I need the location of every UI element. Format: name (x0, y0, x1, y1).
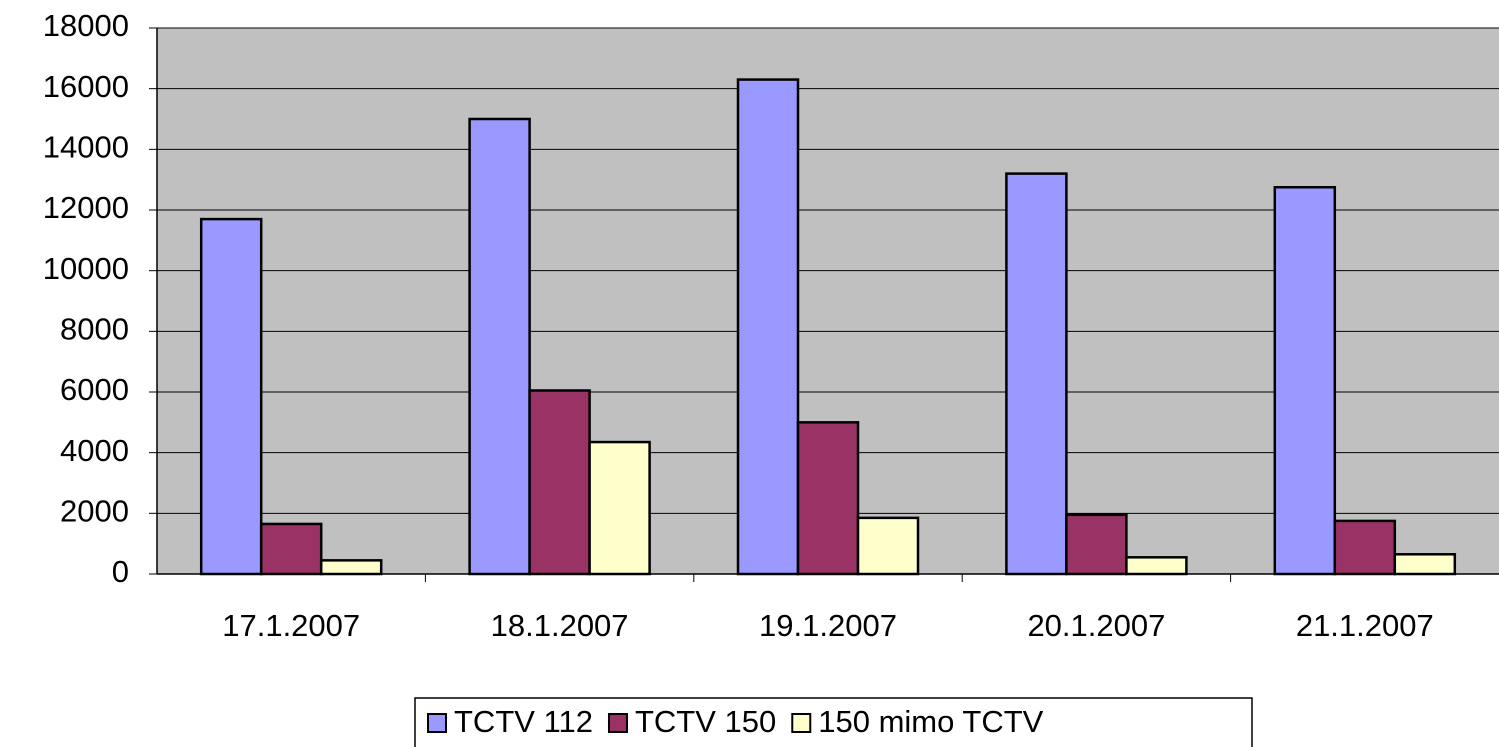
y-tick-label: 8000 (60, 312, 129, 347)
x-tick-label: 17.1.2007 (222, 608, 360, 643)
bar (319, 559, 383, 576)
legend-swatch (607, 713, 628, 733)
legend-label: TCTV 112 (454, 704, 593, 739)
bar (468, 117, 531, 576)
bar (528, 389, 591, 576)
legend-swatch (791, 713, 812, 733)
bar (796, 421, 860, 576)
bar (1273, 186, 1337, 576)
bar (259, 522, 323, 576)
bar (1333, 519, 1397, 576)
legend-swatch (427, 713, 447, 733)
bar (1393, 553, 1457, 576)
y-tick-label: 14000 (43, 130, 129, 165)
y-tick-label: 0 (112, 554, 129, 589)
y-tick-label: 16000 (43, 69, 129, 104)
legend-label: 150 mimo TCTV (818, 704, 1043, 739)
bar (1065, 513, 1128, 576)
legend-box (414, 697, 1253, 747)
y-tick-label: 18000 (43, 8, 129, 43)
x-tick-label: 19.1.2007 (759, 608, 897, 643)
bar (1125, 556, 1188, 576)
y-tick-label: 4000 (60, 433, 129, 468)
bar (588, 440, 651, 576)
y-tick-label: 10000 (43, 251, 129, 286)
bar (736, 78, 800, 576)
x-tick-label: 20.1.2007 (1027, 608, 1165, 643)
legend-label: TCTV 150 (635, 704, 776, 739)
x-tick-label: 18.1.2007 (491, 608, 629, 643)
y-tick-label: 12000 (43, 190, 129, 225)
y-tick-label: 2000 (60, 494, 129, 529)
bar (199, 217, 263, 576)
bar (1005, 172, 1068, 576)
bar (856, 516, 920, 576)
y-tick-label: 6000 (60, 372, 129, 407)
x-tick-label: 21.1.2007 (1296, 608, 1434, 643)
